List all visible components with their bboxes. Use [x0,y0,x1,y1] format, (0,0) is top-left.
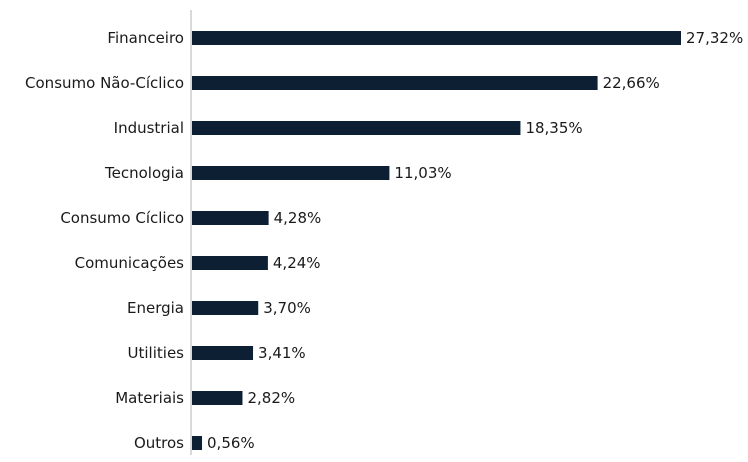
category-label: Comunicações [75,254,185,272]
bar-row: Consumo Cíclico 4,28% [60,209,321,227]
value-label: 11,03% [394,164,451,182]
category-label: Industrial [114,119,184,137]
value-label: 0,56% [207,434,255,452]
bar-row: Industrial 18,35% [114,119,583,137]
category-label: Energia [127,299,184,317]
value-label: 2,82% [247,389,295,407]
bar-row: Financeiro 27,32% [107,29,743,47]
bars-group: Financeiro 27,32% Consumo Não-Cíclico 22,66… [25,29,743,452]
bar-row: Consumo Não-Cíclico 22,66% [25,74,660,92]
bar-row: Tecnologia 11,03% [104,164,452,182]
bar-row: Utilities 3,41% [128,344,306,362]
category-label: Outros [134,434,184,452]
value-label: 18,35% [525,119,582,137]
bar [192,31,681,45]
bar-row: Materiais 2,82% [115,389,295,407]
category-label: Materiais [115,389,184,407]
category-label: Tecnologia [104,164,184,182]
bar [192,256,268,270]
value-label: 3,41% [258,344,306,362]
value-label: 4,24% [273,254,321,272]
bar [192,346,254,360]
category-label: Utilities [128,344,185,362]
value-label: 22,66% [603,74,660,92]
bar [192,436,203,450]
bar [192,391,243,405]
bar-row: Outros 0,56% [134,434,255,452]
bar [192,211,269,225]
value-label: 4,28% [274,209,322,227]
category-label: Consumo Não-Cíclico [25,74,184,92]
value-label: 3,70% [263,299,311,317]
bar [192,121,521,135]
value-label: 27,32% [686,29,743,47]
bar-row: Energia 3,70% [127,299,311,317]
bar-row: Comunicações 4,24% [75,254,321,272]
bar [192,166,390,180]
category-label: Consumo Cíclico [60,209,184,227]
bar [192,301,259,315]
bar [192,76,598,90]
category-label: Financeiro [107,29,184,47]
